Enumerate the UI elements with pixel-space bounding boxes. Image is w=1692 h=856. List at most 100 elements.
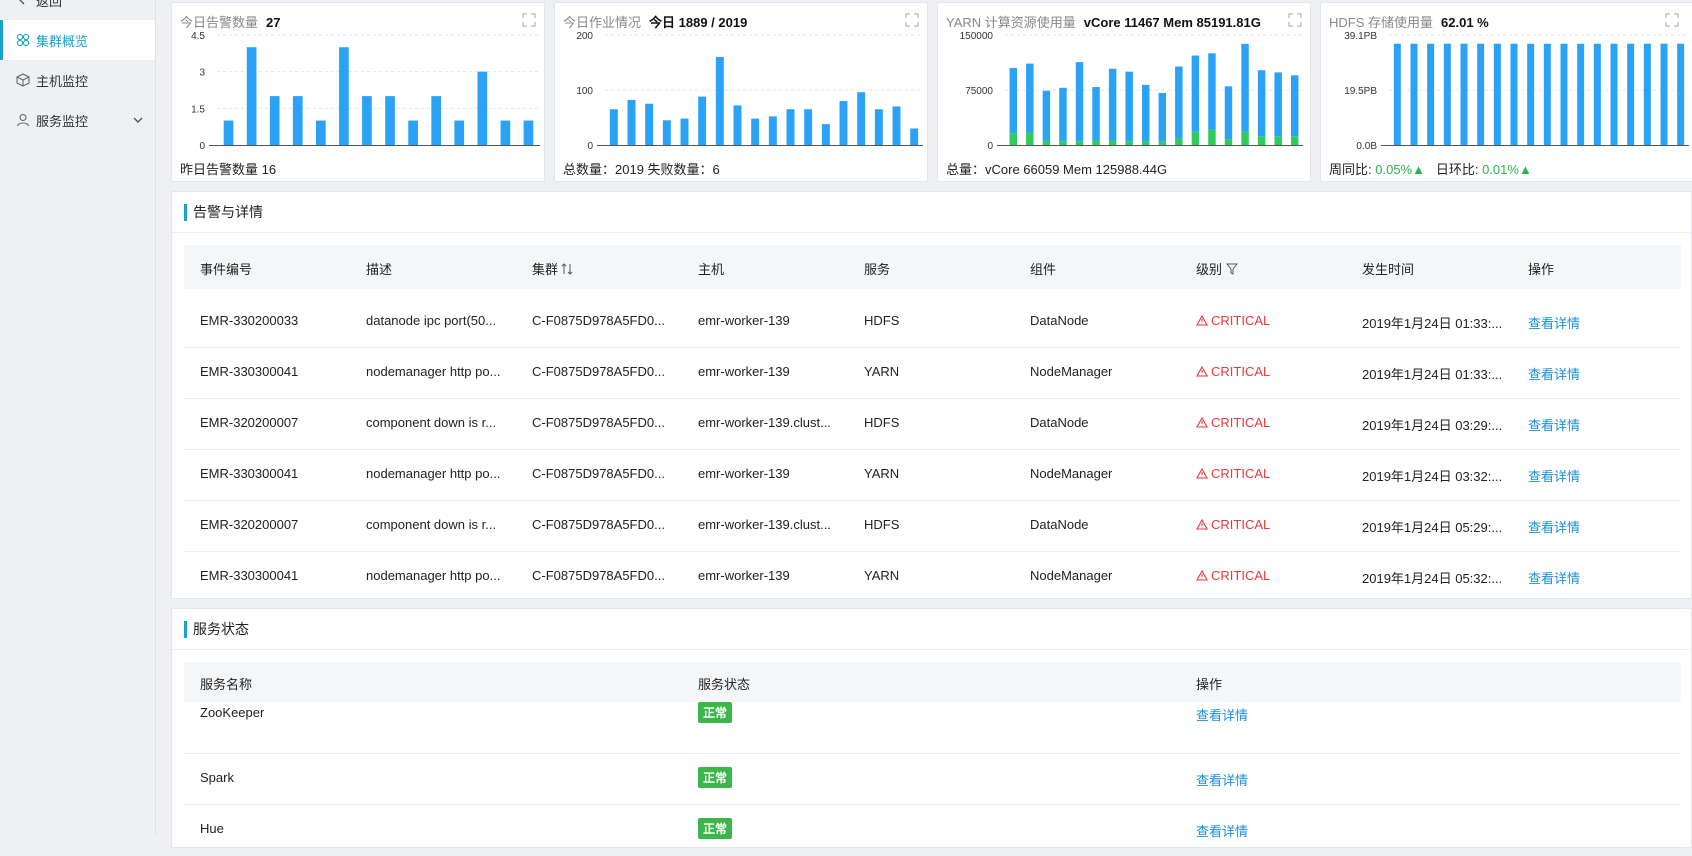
level: CRITICAL xyxy=(1196,568,1270,583)
description: datanode ipc port(50... xyxy=(366,313,497,328)
card-footer: 总量：vCore 66059 Mem 125988.44G xyxy=(946,162,1168,177)
service: HDFS xyxy=(864,517,900,532)
card-value: vCore 11467 Mem 85191.81G xyxy=(1083,15,1261,30)
services-title-text: 服务状态 xyxy=(193,621,249,637)
day-compare-value: 0.01% xyxy=(1482,162,1519,177)
chart-bar xyxy=(1175,66,1183,139)
table-row: EMR-320200007 component down is r... C-F08… xyxy=(184,500,1681,552)
chart-bar xyxy=(627,99,636,145)
view-details-link[interactable]: 查看详情 xyxy=(1528,316,1581,331)
level: CRITICAL xyxy=(1196,517,1270,532)
cluster: C-F0875D978A5FD0... xyxy=(532,568,665,583)
chart-bar xyxy=(1208,129,1216,145)
cluster: C-F0875D978A5FD0... xyxy=(532,364,665,379)
expand-icon[interactable] xyxy=(1288,13,1302,30)
view-details-link[interactable]: 查看详情 xyxy=(1528,418,1581,433)
sidebar-item-label: 集群概览 xyxy=(36,33,89,49)
column-header[interactable]: 级别 xyxy=(1196,259,1239,278)
chart-bar xyxy=(1290,75,1299,137)
chart-bar xyxy=(269,96,280,145)
chart-bar xyxy=(454,120,465,145)
alert-count-card: 今日告警数量 27 4.5 3 1.5 0 昨日告警数量 16 xyxy=(171,2,545,182)
expand-icon[interactable] xyxy=(522,13,536,30)
service-name: ZooKeeper xyxy=(200,705,265,720)
view-details-link[interactable]: 查看详情 xyxy=(1196,708,1249,723)
week-compare-label: 周同比: xyxy=(1329,162,1372,177)
service-name: Spark xyxy=(200,770,234,785)
event-id: EMR-320200007 xyxy=(200,415,299,430)
host: emr-worker-139 xyxy=(698,313,790,328)
event-id: EMR-330200033 xyxy=(200,313,299,328)
chart-bar xyxy=(500,120,511,145)
chart-bar xyxy=(1175,138,1183,145)
view-details-link[interactable]: 查看详情 xyxy=(1528,367,1581,382)
level: CRITICAL xyxy=(1196,466,1270,481)
chart-bar xyxy=(1158,141,1167,145)
sidebar-item-host-monitor[interactable]: 主机监控 xyxy=(0,60,155,100)
view-details-link[interactable]: 查看详情 xyxy=(1528,520,1581,535)
back-label: 返回 xyxy=(36,0,63,9)
chart-bar xyxy=(680,118,689,145)
chart-bar xyxy=(1191,131,1200,145)
chart-bar xyxy=(698,96,707,145)
alerts-title-text: 告警与详情 xyxy=(193,204,263,220)
chart-bar xyxy=(1257,70,1266,137)
expand-icon[interactable] xyxy=(1665,13,1679,30)
component: NodeManager xyxy=(1030,364,1113,379)
sidebar-item-cluster-overview[interactable]: 集群概览 xyxy=(0,20,155,60)
host: emr-worker-139 xyxy=(698,568,790,583)
column-header[interactable]: 集群 xyxy=(532,259,573,278)
y-tick-label: 0 xyxy=(587,141,593,152)
service: HDFS xyxy=(864,415,900,430)
view-details-link[interactable]: 查看详情 xyxy=(1528,571,1581,586)
chart-bar xyxy=(1026,63,1034,133)
chart-bar xyxy=(857,92,866,145)
view-details-link[interactable]: 查看详情 xyxy=(1196,773,1249,788)
host-icon xyxy=(16,73,30,87)
chart-bar xyxy=(1009,133,1018,145)
column-header: 发生时间 xyxy=(1362,259,1414,278)
warning-icon xyxy=(1196,415,1211,430)
warning-icon xyxy=(1196,364,1211,379)
chart-bar xyxy=(1224,86,1233,140)
description: nodemanager http po... xyxy=(366,364,501,379)
sidebar-item-service-monitor[interactable]: 服务监控 xyxy=(0,100,155,140)
level: CRITICAL xyxy=(1196,415,1270,430)
level-label: CRITICAL xyxy=(1211,466,1271,481)
back-link[interactable]: 返回 xyxy=(0,0,155,20)
chevron-down-icon[interactable] xyxy=(133,113,143,128)
chart-bar xyxy=(1026,132,1034,145)
chart-bar xyxy=(1108,68,1117,141)
title-accent-bar xyxy=(184,203,187,221)
cluster: C-F0875D978A5FD0... xyxy=(532,313,665,328)
chart-bar xyxy=(1042,90,1051,141)
service-status: 正常 xyxy=(698,702,733,723)
level-label: CRITICAL xyxy=(1211,364,1271,379)
chart-bar xyxy=(1125,71,1133,142)
sidebar: 返回 集群概览 主机监控 服务监控 xyxy=(0,0,156,835)
filter-icon[interactable] xyxy=(1222,262,1239,277)
event-id: EMR-320200007 xyxy=(200,517,299,532)
column-header: 描述 xyxy=(366,259,392,278)
chart-bar xyxy=(523,120,534,145)
table-row: ZooKeeper 正常 查看详情 xyxy=(184,702,1681,754)
description: nodemanager http po... xyxy=(366,466,501,481)
view-details-link[interactable]: 查看详情 xyxy=(1528,469,1581,484)
table-row: EMR-330300041 nodemanager http po... C-F08… xyxy=(184,449,1681,501)
chart-bar xyxy=(874,109,883,145)
view-details-link[interactable]: 查看详情 xyxy=(1196,824,1249,839)
chart-bar xyxy=(1290,136,1299,145)
chart-bar xyxy=(1274,136,1282,145)
occurred-time: 2019年1月24日 01:33:... xyxy=(1362,316,1503,331)
chart-bar xyxy=(385,96,395,145)
level: CRITICAL xyxy=(1196,313,1270,328)
sort-icon[interactable] xyxy=(558,262,573,277)
user-icon xyxy=(16,113,30,127)
chart-bar xyxy=(1141,141,1150,145)
event-id: EMR-330300041 xyxy=(200,466,299,481)
y-tick-label: 1.5 xyxy=(191,104,205,115)
expand-icon[interactable] xyxy=(905,13,919,30)
column-header: 组件 xyxy=(1030,259,1056,278)
cluster: C-F0875D978A5FD0... xyxy=(532,517,665,532)
event-id: EMR-330300041 xyxy=(200,364,299,379)
